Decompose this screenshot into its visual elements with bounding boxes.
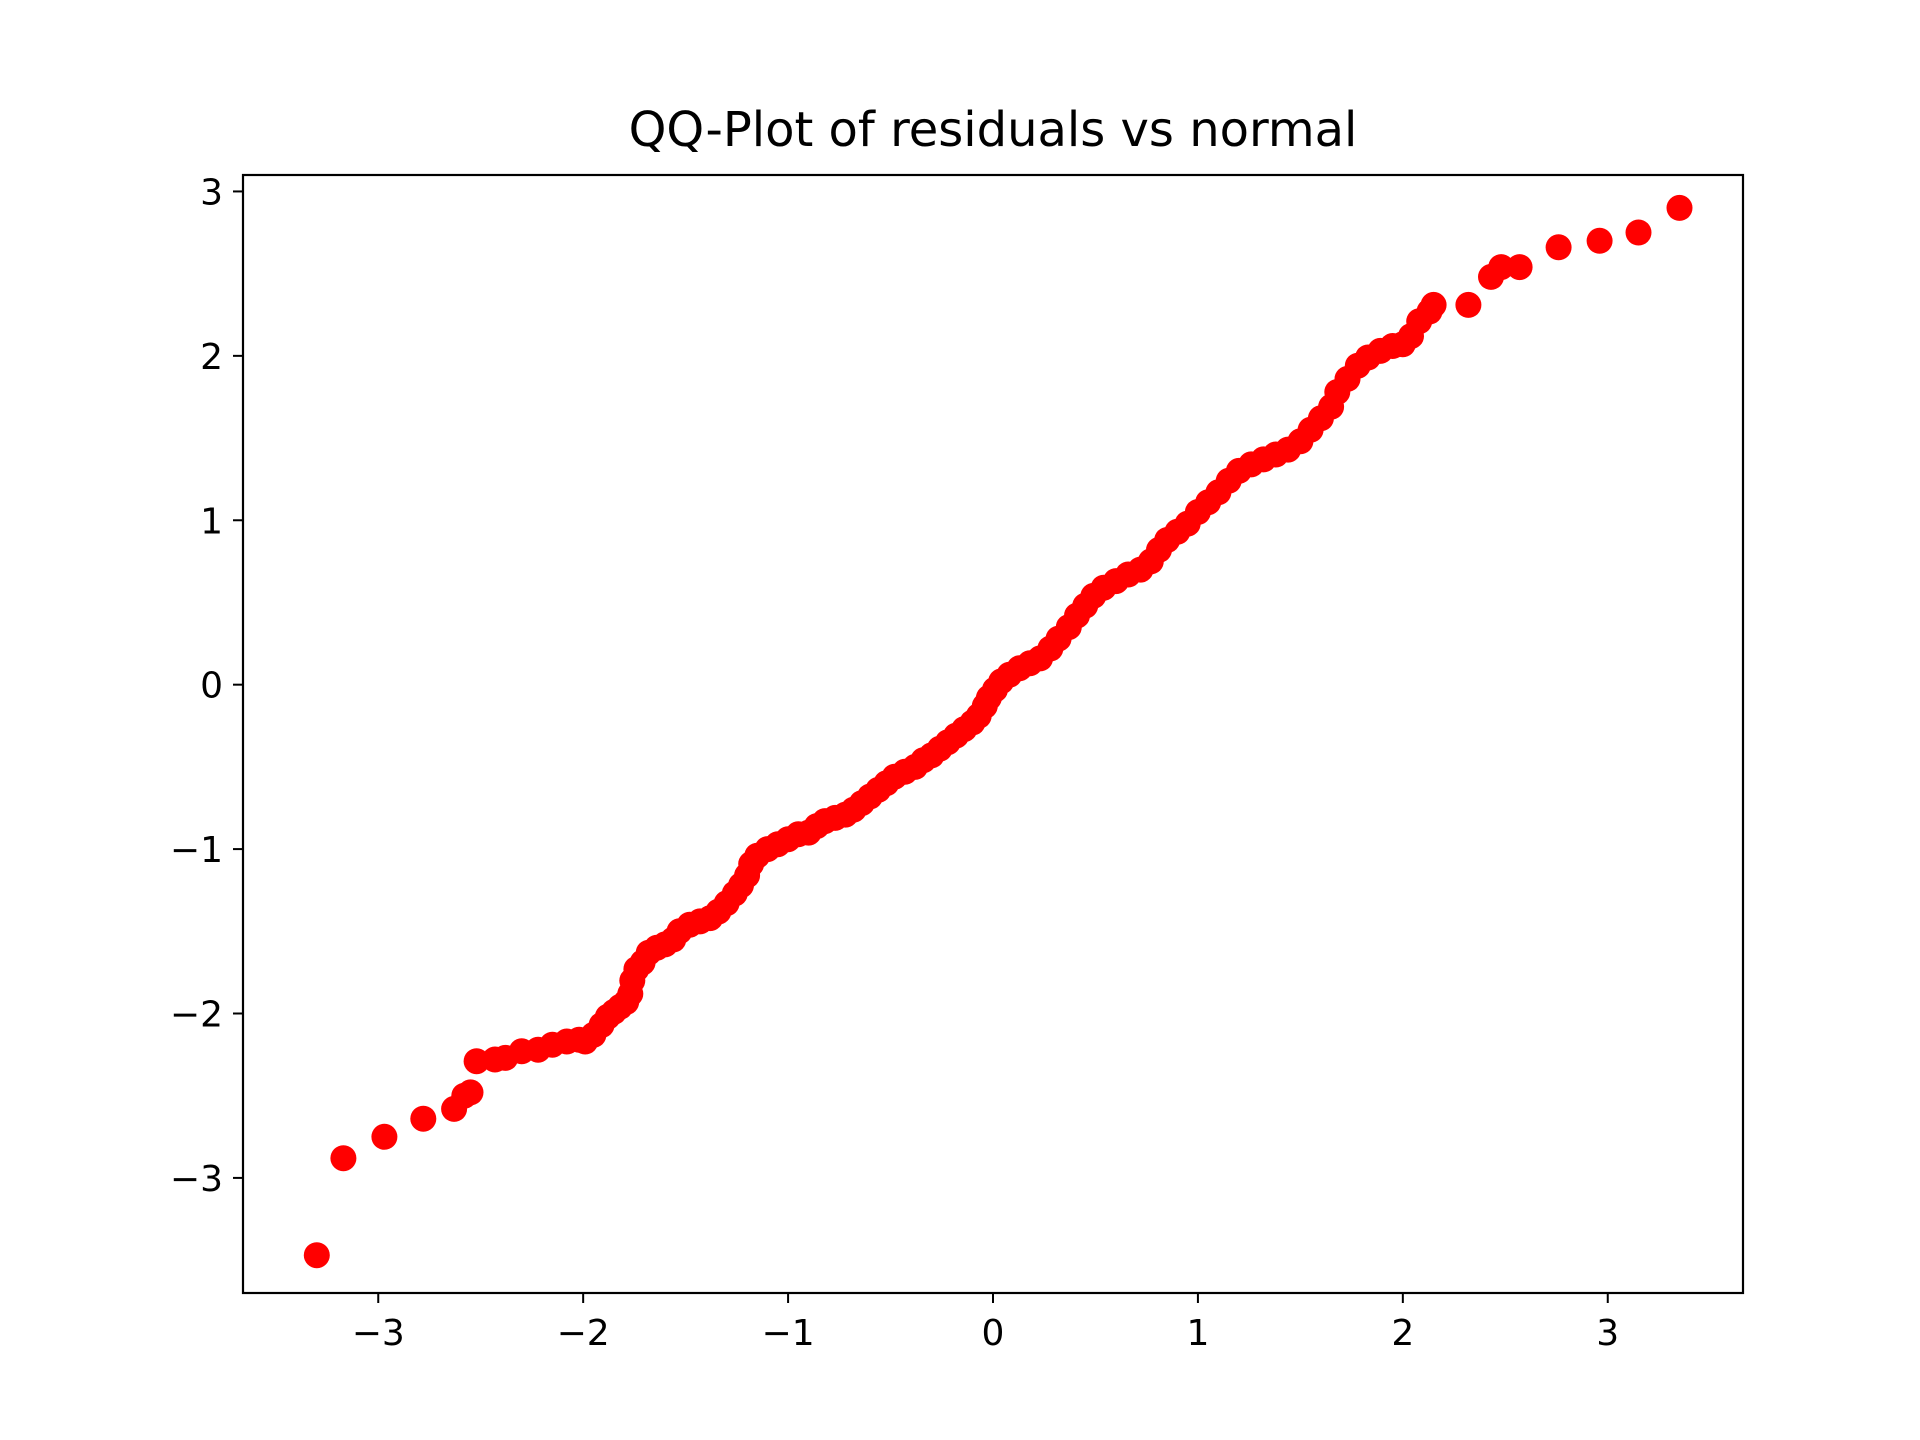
y-tick-label: −3 (170, 1159, 223, 1200)
data-point (1625, 219, 1652, 246)
data-point (1586, 227, 1613, 254)
data-point (1666, 194, 1693, 221)
data-point (1455, 291, 1482, 318)
data-point (1420, 291, 1447, 318)
x-tick-label: −2 (557, 1313, 610, 1354)
y-tick-label: −1 (170, 830, 223, 871)
data-point (1488, 254, 1515, 281)
plot-frame (241, 173, 1745, 1295)
x-tick-label: 2 (1391, 1313, 1414, 1354)
chart-title: QQ-Plot of residuals vs normal (629, 102, 1358, 158)
data-point (371, 1123, 398, 1150)
data-point (303, 1242, 330, 1269)
x-axis: −3 −2 −1 0 1 2 3 (352, 1293, 1619, 1354)
y-tick-label: 1 (200, 501, 223, 542)
data-point (330, 1145, 357, 1172)
y-axis: −3 −2 −1 0 1 2 3 (170, 172, 243, 1200)
y-tick-label: 2 (200, 337, 223, 378)
data-point (1506, 254, 1533, 281)
x-tick-label: 0 (982, 1313, 1005, 1354)
scatter-points (303, 194, 1693, 1269)
y-tick-label: −2 (170, 995, 223, 1036)
x-tick-label: −1 (762, 1313, 815, 1354)
x-tick-label: 1 (1186, 1313, 1209, 1354)
data-point (457, 1079, 484, 1106)
x-tick-label: 3 (1596, 1313, 1619, 1354)
data-point (410, 1105, 437, 1132)
y-tick-label: 3 (200, 172, 223, 213)
x-tick-label: −3 (352, 1313, 405, 1354)
data-point (1545, 234, 1572, 261)
y-tick-label: 0 (200, 666, 223, 707)
